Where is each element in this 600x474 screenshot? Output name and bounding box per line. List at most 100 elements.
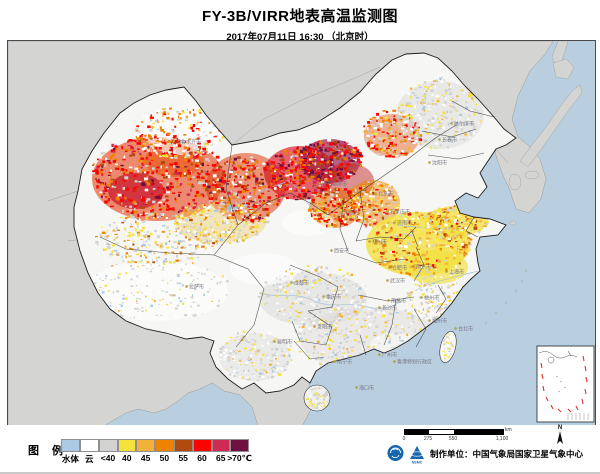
page-title: FY-3B/VIRR地表高温监测图	[201, 8, 398, 25]
taiwan-speckles	[442, 333, 455, 360]
north-arrow-icon	[557, 431, 563, 444]
legend-item: 55	[174, 439, 193, 465]
legend-value: 云	[84, 454, 94, 464]
city-label: 合肥市	[392, 265, 407, 272]
map-container: 乌鲁木齐市 哈尔滨市 长春市 沈阳市 呼和浩特市 北京市 石家庄市 太原市 济南市 郑州市 西安市合…	[7, 40, 596, 427]
legend-swatch	[117, 439, 137, 452]
city-label: 拉萨市	[189, 284, 204, 291]
city-label: 南京市	[416, 264, 431, 271]
city-dot	[378, 353, 381, 356]
legend-item: 云	[80, 439, 99, 465]
city-label: 海口市	[359, 385, 374, 392]
hainan-speckles	[306, 387, 330, 409]
scale-bar: km 0 275 550 1,100	[402, 427, 524, 445]
city-label: 杭州市	[424, 295, 439, 302]
inset-south-china-sea	[536, 345, 595, 423]
city-label: 武汉市	[390, 278, 405, 285]
bottom-bar: 图 例 水体云 <40 40 45 50 55 60 65 >70℃ km 0 275 550 1,1…	[0, 425, 600, 472]
city-label: 南昌市	[391, 298, 406, 305]
scale-tick: 0	[402, 436, 406, 442]
city-dot	[388, 266, 391, 269]
city-label: 福州市	[432, 318, 447, 325]
city-label: 沈阳市	[432, 160, 447, 167]
city-label: 济南市	[397, 220, 412, 227]
legend-item: 65	[211, 439, 231, 465]
city-dot	[393, 221, 396, 224]
city-dot	[438, 138, 441, 141]
city-dot	[185, 285, 188, 288]
legend-swatch	[211, 439, 231, 452]
scale-segment	[454, 430, 503, 434]
city-dot	[428, 319, 431, 322]
city-label: 昆明市	[277, 339, 292, 346]
compass-label: N	[557, 425, 563, 431]
city-label: 长沙市	[382, 305, 397, 312]
legend-swatch	[230, 439, 250, 452]
province-boundaries	[99, 100, 495, 360]
city-label: 香港特别行政区	[397, 359, 432, 366]
city-dot	[387, 299, 390, 302]
legend-value: <40	[100, 453, 116, 463]
credit-text: 制作单位：中国气象局国家卫星气象中心	[430, 449, 584, 459]
cma-logo	[387, 445, 404, 461]
legend-value: 40	[122, 453, 132, 463]
scale-segment	[405, 430, 429, 434]
city-label: 呼和浩特市	[322, 181, 347, 188]
city-dot	[333, 360, 336, 363]
legend-value: >70℃	[227, 453, 252, 463]
legend-item: <40	[98, 439, 118, 465]
legend-swatch	[192, 439, 212, 452]
legend-item: >70℃	[227, 439, 252, 465]
legend-swatch	[155, 439, 175, 452]
city-label: 广州市	[382, 352, 397, 359]
scale-bar-unit: km	[505, 427, 512, 433]
legend-item: 45	[136, 439, 156, 465]
scale-segment	[429, 430, 454, 434]
city-dot	[368, 240, 371, 243]
scale-tick: 275	[423, 436, 433, 442]
legend-swatch	[136, 439, 156, 452]
legend-swatch	[61, 439, 81, 452]
city-dot	[386, 210, 389, 213]
china-outline	[73, 52, 517, 394]
city-dot	[412, 265, 415, 268]
legend-item: 50	[155, 439, 175, 465]
city-dot	[273, 340, 276, 343]
city-label: 西安市	[334, 248, 349, 255]
scale-bar-segments	[404, 429, 504, 435]
city-dot	[454, 327, 457, 330]
city-label: 台北市	[458, 326, 473, 333]
city-dot	[313, 325, 316, 328]
agency-logos: NSMC	[387, 445, 424, 465]
city-dot	[290, 281, 293, 284]
nsmc-logo: NSMC	[410, 446, 424, 465]
city-dot	[355, 386, 358, 389]
city-label: 石家庄市	[390, 209, 410, 216]
city-label: 重庆市	[326, 294, 341, 301]
city-label: 上海市	[449, 269, 464, 276]
heat-blob	[230, 253, 298, 285]
legend-value: 60	[197, 453, 207, 463]
legend-value: 45	[140, 453, 151, 463]
city-dot	[450, 122, 453, 125]
city-dot	[340, 211, 343, 214]
taiwan-island	[439, 331, 457, 363]
legend-swatch	[174, 439, 193, 452]
legend-value: 65	[216, 453, 226, 463]
svg-text:NSMC: NSMC	[412, 461, 423, 465]
legend-swatch	[98, 439, 118, 452]
scale-tick: 1,100	[495, 436, 509, 442]
city-label: 长春市	[442, 137, 457, 144]
compass: N	[554, 425, 566, 450]
legend-value: 55	[178, 453, 188, 463]
city-dot	[172, 140, 175, 143]
city-dot	[393, 360, 396, 363]
city-label: 哈尔滨市	[454, 121, 474, 128]
foreign-islands	[484, 41, 583, 325]
foreign-borders	[47, 66, 509, 242]
legend-value: 50	[159, 453, 170, 463]
city-dot	[428, 161, 431, 164]
